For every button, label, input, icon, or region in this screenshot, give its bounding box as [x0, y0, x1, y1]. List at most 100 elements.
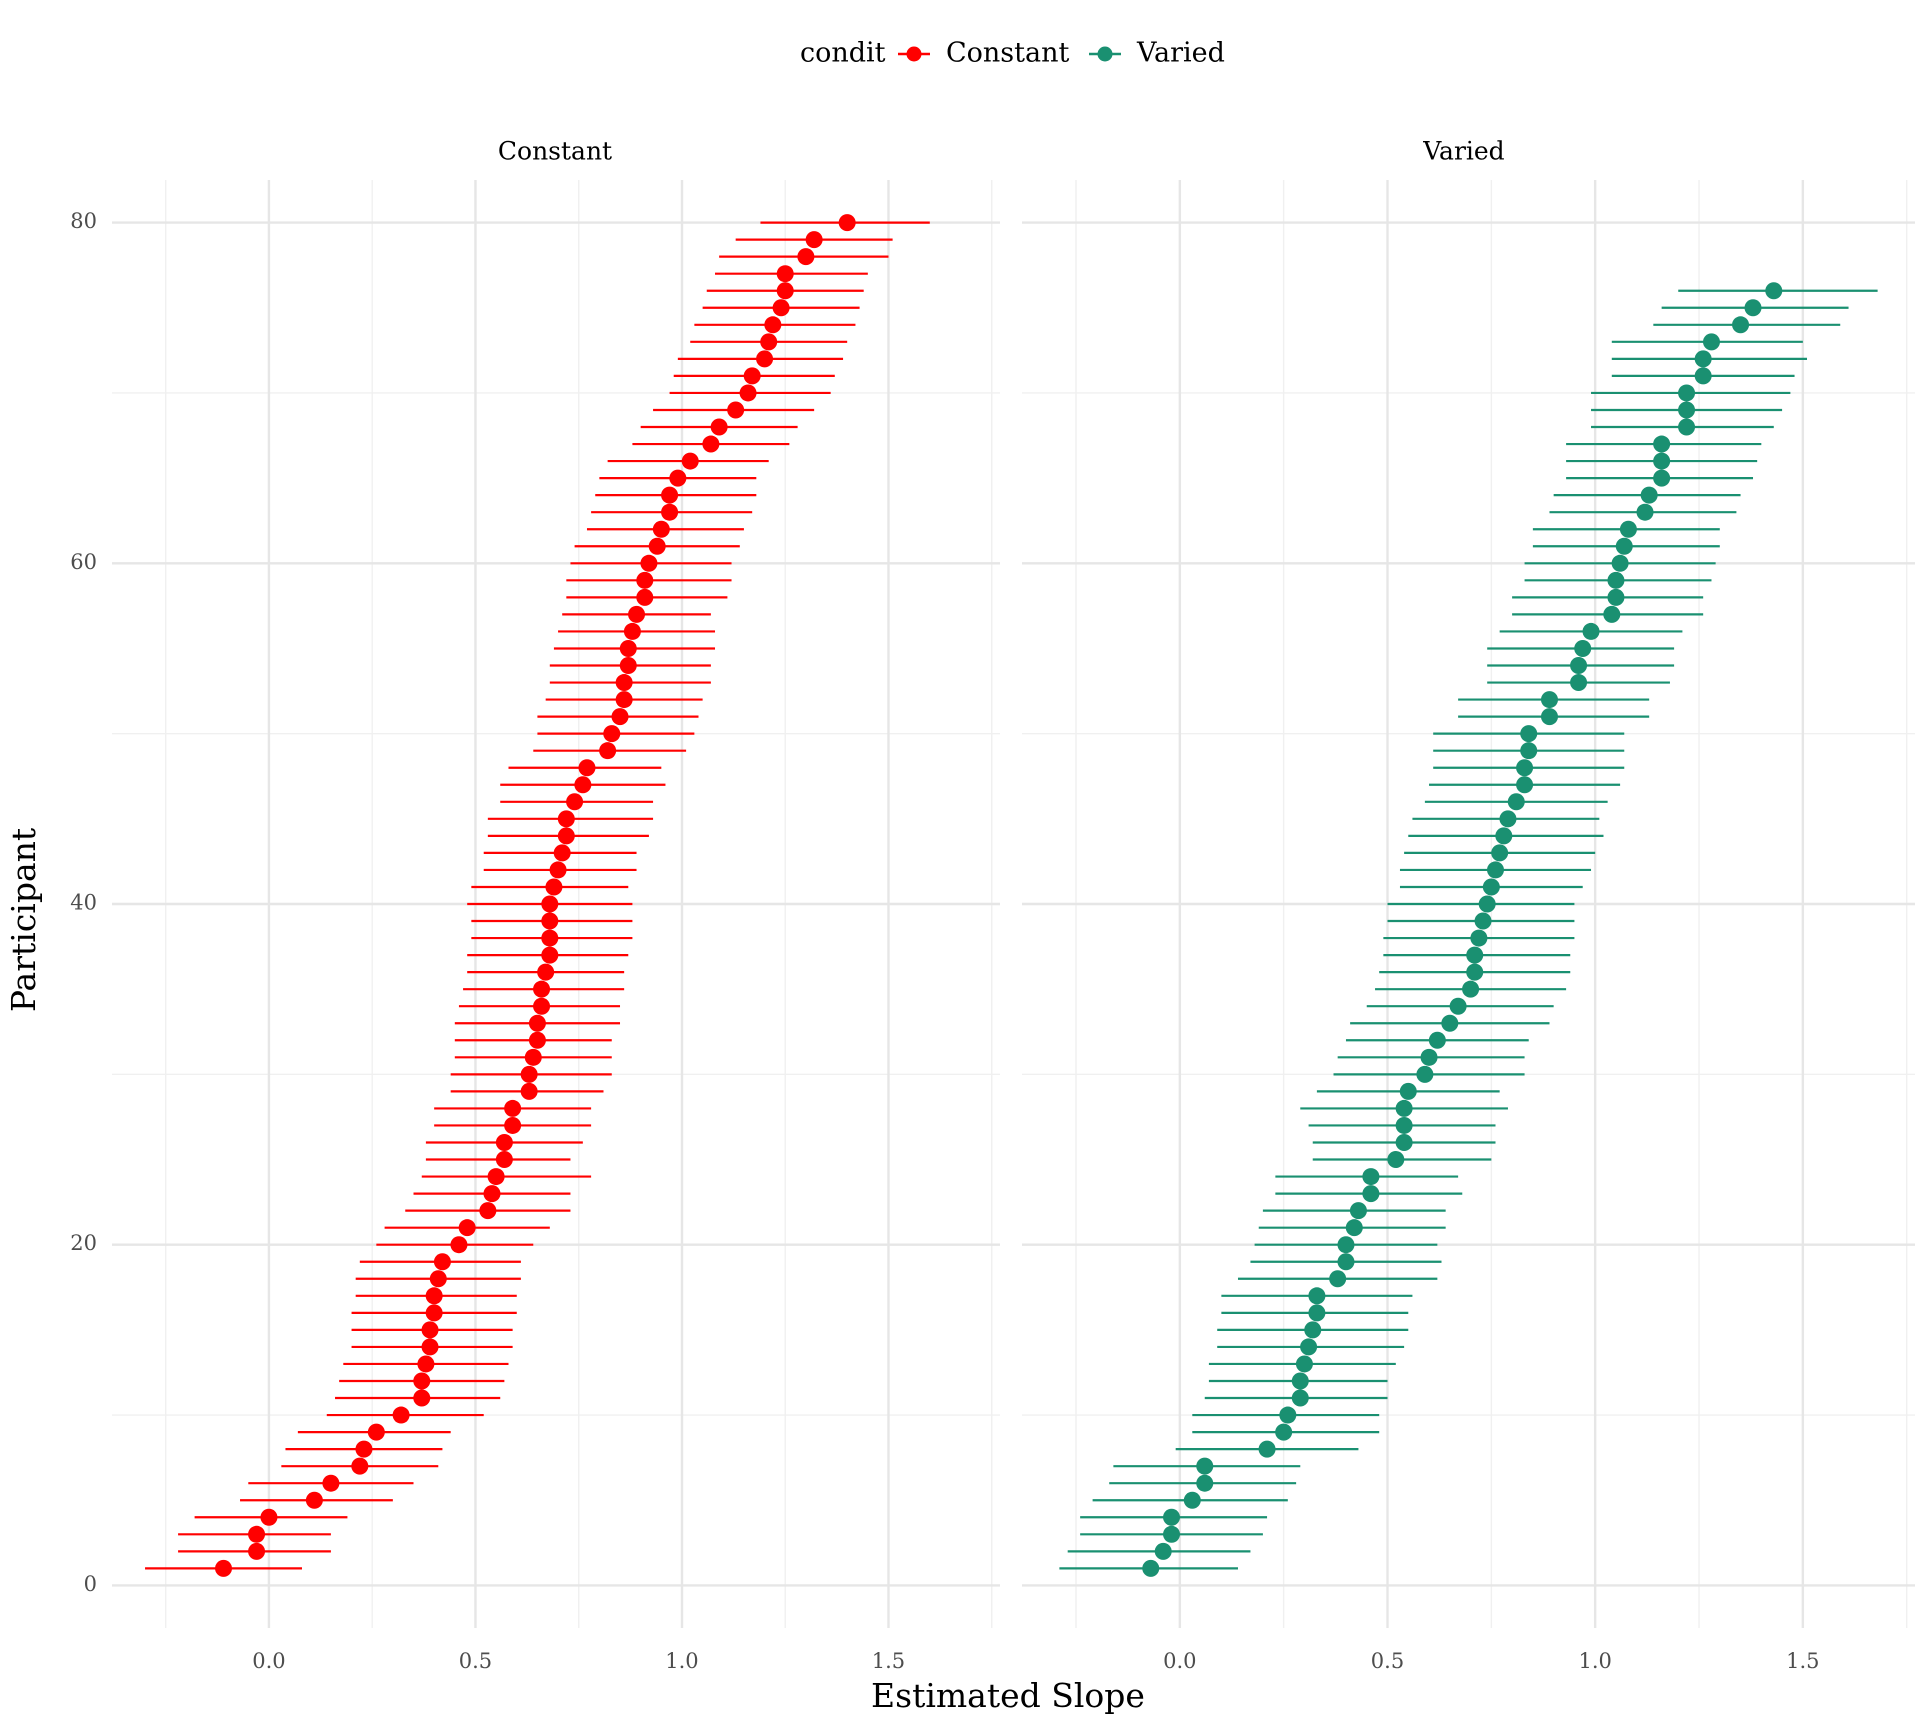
estimate-point: [640, 554, 658, 572]
estimate-point: [1582, 622, 1600, 640]
estimate-point: [1653, 469, 1671, 487]
estimate-point: [1183, 1491, 1201, 1509]
estimate-point: [367, 1423, 385, 1441]
estimate-point: [504, 1099, 522, 1117]
estimate-point: [652, 520, 670, 538]
legend-title: condit: [800, 38, 886, 69]
estimate-point: [520, 1082, 538, 1100]
estimate-point: [1678, 418, 1696, 436]
estimate-point: [1611, 554, 1629, 572]
estimate-point: [1491, 844, 1509, 862]
estimate-point: [1466, 946, 1484, 964]
estimate-point: [1619, 520, 1637, 538]
y-tick-label: 80: [70, 209, 97, 233]
estimate-point: [1196, 1457, 1214, 1475]
y-axis-title: Participant: [4, 828, 43, 1012]
estimate-point: [1636, 503, 1654, 521]
estimate-point: [1387, 1151, 1405, 1169]
panel-title-constant: Constant: [498, 137, 612, 166]
estimate-point: [1470, 929, 1488, 947]
estimate-point: [487, 1168, 505, 1186]
estimate-point: [1337, 1253, 1355, 1271]
estimate-point: [1653, 435, 1671, 453]
x-tick-label: 1.0: [1578, 1649, 1611, 1673]
estimate-point: [756, 350, 774, 368]
estimate-point: [615, 674, 633, 692]
estimate-point: [760, 333, 778, 351]
estimate-point: [1295, 1355, 1313, 1373]
estimate-point: [619, 639, 637, 657]
estimate-point: [413, 1389, 431, 1407]
estimate-point: [541, 929, 559, 947]
legend-label-constant: Constant: [946, 38, 1069, 69]
estimate-point: [1570, 657, 1588, 675]
estimate-point: [1395, 1116, 1413, 1134]
estimate-point: [1520, 725, 1538, 743]
estimate-point: [1163, 1525, 1181, 1543]
estimate-point: [1765, 282, 1783, 300]
estimate-point: [1678, 401, 1696, 419]
estimate-point: [710, 418, 728, 436]
estimate-point: [838, 214, 856, 232]
estimate-point: [1304, 1321, 1322, 1339]
estimate-point: [1603, 605, 1621, 623]
estimate-point: [520, 1065, 538, 1083]
estimate-point: [628, 605, 646, 623]
estimate-point: [743, 367, 761, 385]
x-tick-label: 0.5: [1371, 1649, 1404, 1673]
estimate-point: [1329, 1270, 1347, 1288]
estimate-point: [504, 1116, 522, 1134]
estimate-point: [764, 316, 782, 334]
estimate-point: [433, 1253, 451, 1271]
estimate-point: [669, 469, 687, 487]
estimate-point: [1258, 1440, 1276, 1458]
estimate-point: [772, 299, 790, 317]
estimate-point: [1653, 452, 1671, 470]
estimate-point: [392, 1406, 410, 1424]
estimate-point: [776, 282, 794, 300]
estimate-point: [681, 452, 699, 470]
estimate-point: [661, 503, 679, 521]
panel-varied: 0.0 0.5 1.0 1.5: [1022, 180, 1915, 1673]
estimate-point: [1163, 1508, 1181, 1526]
estimate-point: [1702, 333, 1720, 351]
estimate-point: [1420, 1048, 1438, 1066]
estimate-point: [1308, 1304, 1326, 1322]
estimate-point: [1416, 1065, 1434, 1083]
estimate-point: [355, 1440, 373, 1458]
estimate-point: [1607, 571, 1625, 589]
estimate-point: [611, 708, 629, 726]
x-axis-title: Estimated Slope: [871, 1676, 1145, 1715]
estimate-point: [615, 691, 633, 709]
estimate-point: [413, 1372, 431, 1390]
estimate-point: [619, 657, 637, 675]
x-tick-label: 1.5: [1786, 1649, 1819, 1673]
estimate-point: [776, 265, 794, 283]
estimate-point: [1395, 1133, 1413, 1151]
estimate-point: [1279, 1406, 1297, 1424]
estimate-point: [1275, 1423, 1293, 1441]
estimate-point: [1495, 827, 1513, 845]
panel-title-varied: Varied: [1422, 137, 1504, 166]
estimate-point: [1694, 350, 1712, 368]
estimate-point: [553, 844, 571, 862]
estimate-point: [425, 1304, 443, 1322]
estimate-point: [429, 1270, 447, 1288]
estimate-point: [541, 912, 559, 930]
estimate-point: [322, 1474, 340, 1492]
estimate-point: [528, 1031, 546, 1049]
estimate-point: [557, 810, 575, 828]
estimate-point: [727, 401, 745, 419]
estimate-point: [1449, 997, 1467, 1015]
estimate-point: [545, 878, 563, 896]
estimate-point: [1462, 980, 1480, 998]
estimate-point: [1345, 1219, 1363, 1237]
x-tick-label: 0.0: [1163, 1649, 1196, 1673]
estimate-point: [1516, 759, 1534, 777]
estimate-point: [351, 1457, 369, 1475]
estimate-point: [1640, 486, 1658, 504]
estimate-point: [458, 1219, 476, 1237]
estimate-point: [1486, 861, 1504, 879]
estimate-point: [1615, 537, 1633, 555]
